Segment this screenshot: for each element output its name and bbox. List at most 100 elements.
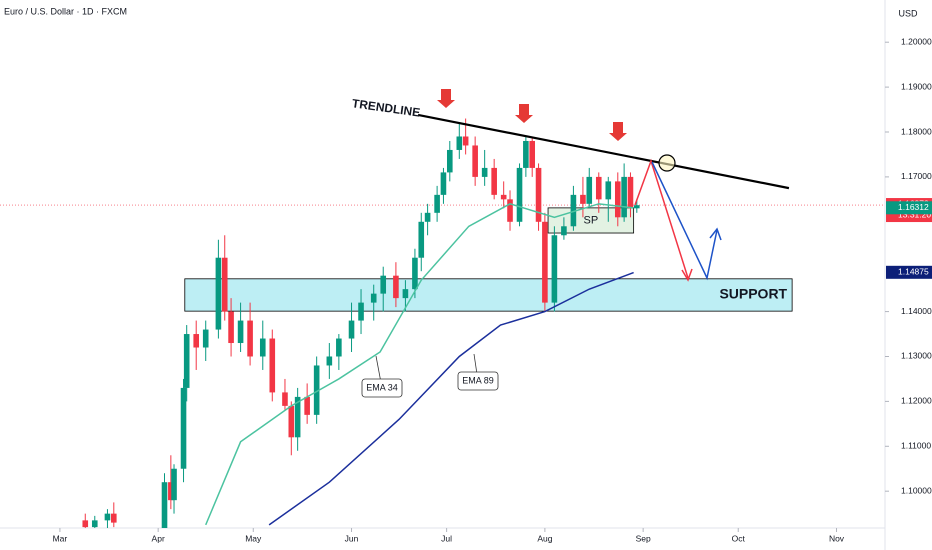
- breakout-circle: [658, 154, 676, 172]
- candle-body: [91, 520, 98, 528]
- candle-body: [440, 172, 447, 195]
- y-tick-label: 1.10000: [901, 485, 932, 495]
- candle-body: [621, 176, 627, 218]
- y-tick-label: 1.13000: [901, 351, 932, 361]
- price-tag: [886, 265, 932, 279]
- candle-body: [516, 167, 523, 222]
- candle-body: [418, 221, 425, 258]
- candle-body: [542, 221, 548, 303]
- label-box: [361, 378, 403, 398]
- x-tick-label: Oct: [732, 533, 746, 543]
- candle-body: [202, 329, 209, 348]
- symbol-title: Euro / U.S. Dollar · 1D · FXCM: [4, 6, 127, 16]
- projection-blue: [651, 161, 718, 281]
- candle-body: [605, 181, 612, 200]
- candle-body: [446, 149, 453, 173]
- x-tick-label: Mar: [53, 533, 68, 543]
- candle-body: [523, 140, 529, 168]
- candle-body: [580, 194, 586, 204]
- x-tick-label: Sep: [636, 533, 651, 543]
- y-tick-label: 1.19000: [901, 81, 932, 91]
- candle-body: [462, 136, 469, 146]
- candle-body: [393, 275, 399, 299]
- candle-body: [288, 405, 295, 438]
- candle-body: [259, 338, 266, 357]
- candle-body: [180, 387, 187, 469]
- x-tick-label: Jun: [345, 533, 359, 543]
- candle-body: [326, 356, 333, 366]
- x-tick-label: May: [245, 533, 262, 543]
- candle-body: [614, 181, 621, 218]
- candle-body: [507, 199, 513, 222]
- candle-body: [561, 226, 567, 236]
- candle-body: [161, 482, 168, 528]
- candle-body: [228, 311, 234, 344]
- arrow-head: [709, 227, 722, 241]
- candle-body: [104, 513, 111, 521]
- label-box: [457, 371, 499, 391]
- y-tick-label: 1.20000: [901, 36, 932, 46]
- candle-body: [402, 289, 409, 299]
- arrow-marker: [609, 122, 627, 141]
- candle-body: [215, 257, 222, 330]
- candle-body: [595, 176, 602, 200]
- zone-label: SP: [584, 214, 599, 226]
- y-tick-label: 1.14000: [901, 306, 932, 316]
- candle-body: [412, 257, 418, 290]
- price-tag: [886, 201, 932, 215]
- zone: [184, 278, 793, 312]
- zone-label: SUPPORT: [719, 286, 787, 302]
- trendline: [417, 113, 790, 190]
- x-tick-label: Nov: [829, 533, 845, 543]
- y-tick-label: 1.18000: [901, 126, 932, 136]
- candle-body: [348, 320, 355, 339]
- candle-body: [168, 482, 174, 501]
- x-tick-label: Apr: [152, 533, 165, 543]
- candle-body: [634, 205, 640, 209]
- candle-body: [500, 194, 507, 200]
- candle-body: [82, 520, 89, 528]
- price-countdown: 13:31:20: [898, 209, 931, 219]
- candle-body: [237, 320, 244, 344]
- candle-body: [110, 513, 117, 523]
- candle-body: [481, 167, 488, 177]
- candle-body: [193, 334, 200, 348]
- projection-red: [634, 158, 689, 279]
- candle-body: [282, 392, 288, 406]
- candle-body: [627, 176, 634, 209]
- arrow-marker: [437, 89, 455, 108]
- candle-body: [171, 468, 177, 501]
- x-tick-label: Aug: [537, 533, 552, 543]
- candle-body: [380, 275, 387, 294]
- candle-body: [370, 293, 377, 303]
- candle-body: [358, 302, 364, 321]
- candle-body: [294, 396, 301, 438]
- ema-line: [205, 203, 634, 526]
- candle-body: [424, 212, 431, 222]
- candles: [82, 118, 640, 528]
- y-tick-label: 1.17000: [901, 171, 932, 181]
- annotations: [437, 89, 722, 282]
- candle-body: [570, 194, 577, 227]
- currency: USD: [898, 8, 918, 18]
- line-label: EMA 34: [366, 382, 398, 392]
- arrow-head: [681, 268, 693, 282]
- candle-body: [456, 136, 463, 150]
- price-tag-label: 1.16312: [898, 202, 929, 212]
- candle-body: [269, 338, 276, 393]
- zones: [184, 207, 793, 312]
- candle-body: [529, 140, 536, 168]
- ema-line: [268, 271, 634, 526]
- candle-body: [221, 257, 228, 312]
- y-tick-label: 1.11000: [901, 441, 931, 451]
- x-tick-label: Jul: [441, 533, 452, 543]
- candle-body: [535, 167, 542, 222]
- candle-body: [551, 235, 558, 303]
- price-tag-label: 1.14875: [898, 267, 929, 277]
- line-label: EMA 89: [462, 375, 494, 385]
- candle-body: [472, 145, 478, 177]
- candle-body: [336, 338, 342, 357]
